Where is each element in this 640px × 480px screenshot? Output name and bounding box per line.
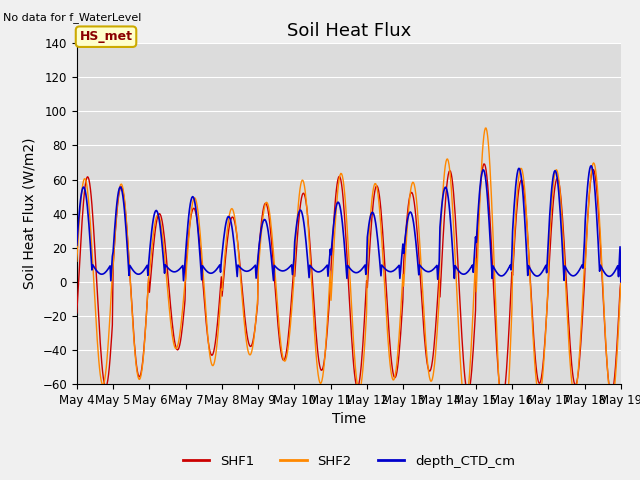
Legend: SHF1, SHF2, depth_CTD_cm: SHF1, SHF2, depth_CTD_cm bbox=[177, 449, 520, 473]
Y-axis label: Soil Heat Flux (W/m2): Soil Heat Flux (W/m2) bbox=[23, 138, 36, 289]
Text: HS_met: HS_met bbox=[79, 30, 132, 43]
Title: Soil Heat Flux: Soil Heat Flux bbox=[287, 22, 411, 40]
X-axis label: Time: Time bbox=[332, 412, 366, 426]
Text: No data for f_WaterLevel: No data for f_WaterLevel bbox=[3, 12, 141, 23]
